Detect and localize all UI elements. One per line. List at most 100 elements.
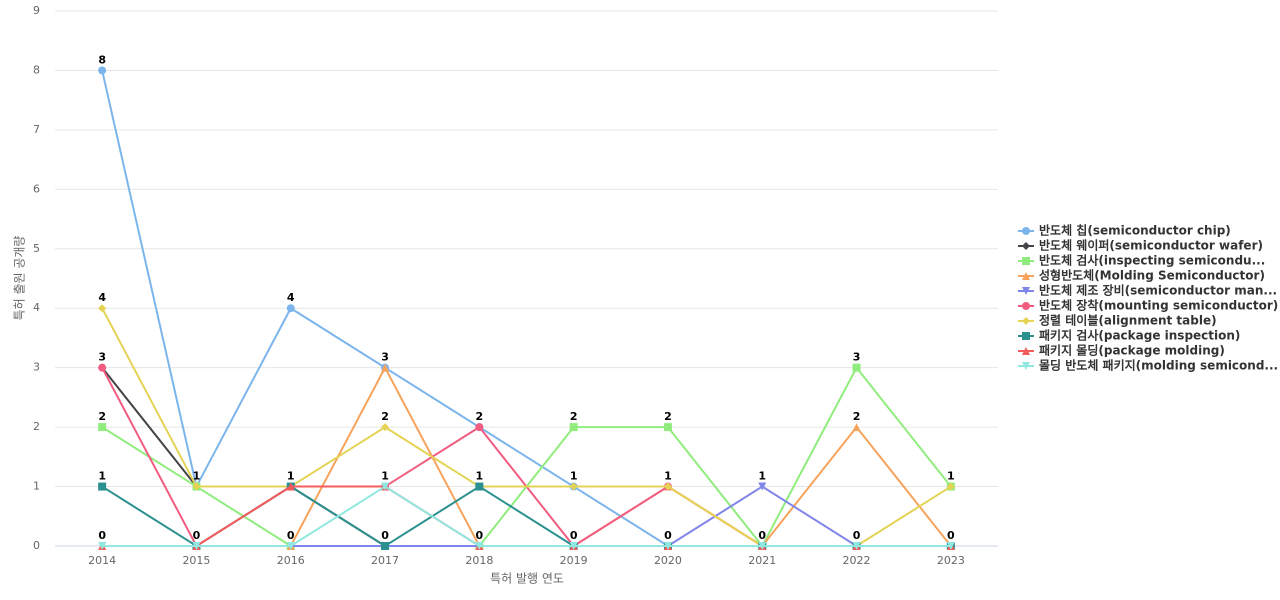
data-label: 8 bbox=[98, 53, 106, 66]
x-tick-label: 2023 bbox=[937, 554, 965, 567]
data-label: 1 bbox=[193, 470, 201, 483]
data-label: 0 bbox=[476, 529, 484, 542]
series-line bbox=[102, 485, 951, 547]
legend-item: 몰딩 반도체 패키지(molding semicond... bbox=[1018, 358, 1278, 373]
point bbox=[286, 542, 295, 550]
x-tick-label: 2016 bbox=[277, 554, 305, 567]
point bbox=[98, 423, 107, 432]
point bbox=[98, 304, 107, 313]
y-tick-label: 3 bbox=[33, 361, 40, 374]
data-label: 0 bbox=[570, 529, 578, 542]
data-label: 3 bbox=[381, 351, 389, 364]
y-tick-label: 5 bbox=[33, 242, 40, 255]
data-label: 4 bbox=[287, 291, 295, 304]
legend-label: 패키지 검사(package inspection) bbox=[1039, 328, 1240, 343]
point bbox=[569, 542, 578, 550]
legend-label: 성형반도체(Molding Semiconductor) bbox=[1039, 268, 1265, 283]
point bbox=[475, 423, 484, 432]
point bbox=[758, 542, 767, 550]
point bbox=[98, 542, 107, 550]
point bbox=[381, 363, 390, 372]
data-label: 2 bbox=[853, 410, 861, 423]
data-label: 0 bbox=[664, 529, 672, 542]
legend-label: 반도체 제조 장비(semiconductor man... bbox=[1039, 283, 1277, 298]
legend-label: 정렬 테이블(alignment table) bbox=[1039, 313, 1217, 328]
point bbox=[1022, 272, 1030, 280]
legend-label: 몰딩 반도체 패키지(molding semicond... bbox=[1039, 358, 1278, 373]
y-tick-label: 1 bbox=[33, 480, 40, 493]
data-label: 0 bbox=[193, 529, 201, 542]
data-label: 0 bbox=[947, 529, 955, 542]
y-tick-label: 4 bbox=[33, 301, 40, 314]
data-label: 0 bbox=[853, 529, 861, 542]
x-tick-label: 2020 bbox=[654, 554, 682, 567]
point bbox=[192, 482, 201, 491]
data-label: 3 bbox=[98, 351, 106, 364]
y-tick-label: 7 bbox=[33, 123, 40, 136]
data-label: 1 bbox=[287, 470, 295, 483]
point bbox=[98, 363, 107, 372]
legend-item: 반도체 검사(inspecting semicondu... bbox=[1018, 253, 1265, 268]
x-tick-label: 2015 bbox=[182, 554, 210, 567]
point bbox=[1022, 302, 1030, 310]
legend-item: 반도체 칩(semiconductor chip) bbox=[1018, 223, 1231, 238]
x-tick-label: 2021 bbox=[748, 554, 776, 567]
point bbox=[1022, 257, 1030, 265]
point bbox=[381, 482, 390, 491]
data-label: 3 bbox=[853, 351, 861, 364]
data-label: 1 bbox=[476, 470, 484, 483]
legend-item: 패키지 몰딩(package molding) bbox=[1018, 343, 1225, 358]
point bbox=[98, 482, 107, 491]
point bbox=[569, 423, 578, 432]
point bbox=[852, 363, 861, 372]
point bbox=[475, 542, 484, 550]
data-label: 1 bbox=[570, 470, 578, 483]
data-label: 2 bbox=[570, 410, 578, 423]
y-axis-title: 특허 출원 공개량 bbox=[13, 236, 27, 321]
point bbox=[1022, 317, 1030, 325]
legend-item: 성형반도체(Molding Semiconductor) bbox=[1018, 268, 1265, 283]
legend-label: 반도체 장착(mounting semiconductor) bbox=[1039, 298, 1278, 313]
point bbox=[852, 423, 861, 432]
point bbox=[1022, 347, 1030, 355]
point bbox=[475, 482, 484, 491]
data-label: 2 bbox=[664, 410, 672, 423]
point bbox=[758, 482, 767, 491]
y-tick-label: 0 bbox=[33, 539, 40, 552]
data-label: 1 bbox=[758, 470, 766, 483]
data-label: 1 bbox=[98, 470, 106, 483]
legend-label: 반도체 검사(inspecting semicondu... bbox=[1039, 253, 1265, 268]
point bbox=[663, 482, 672, 491]
data-label: 0 bbox=[381, 529, 389, 542]
point bbox=[946, 482, 955, 491]
legend-label: 반도체 웨이퍼(semiconductor wafer) bbox=[1039, 238, 1263, 253]
x-tick-label: 2018 bbox=[465, 554, 493, 567]
y-tick-label: 8 bbox=[33, 63, 40, 76]
legend-item: 패키지 검사(package inspection) bbox=[1018, 328, 1240, 343]
data-label: 2 bbox=[98, 410, 106, 423]
point bbox=[381, 542, 390, 550]
point bbox=[286, 304, 295, 313]
point bbox=[98, 66, 107, 75]
legend-item: 정렬 테이블(alignment table) bbox=[1018, 313, 1217, 328]
point bbox=[569, 482, 578, 491]
y-tick-label: 6 bbox=[33, 182, 40, 195]
legend-label: 반도체 칩(semiconductor chip) bbox=[1039, 223, 1231, 238]
point bbox=[1022, 242, 1030, 250]
x-axis-title: 특허 발행 연도 bbox=[490, 571, 564, 586]
data-label: 1 bbox=[947, 470, 955, 483]
x-tick-label: 2019 bbox=[560, 554, 588, 567]
x-tick-label: 2017 bbox=[371, 554, 399, 567]
legend-item: 반도체 웨이퍼(semiconductor wafer) bbox=[1018, 238, 1263, 253]
legend-label: 패키지 몰딩(package molding) bbox=[1039, 343, 1225, 358]
data-label: 4 bbox=[98, 291, 106, 304]
point bbox=[1022, 287, 1030, 295]
data-label: 1 bbox=[381, 470, 389, 483]
y-tick-label: 2 bbox=[33, 420, 40, 433]
legend-item: 반도체 제조 장비(semiconductor man... bbox=[1018, 283, 1277, 298]
point bbox=[946, 542, 955, 550]
x-tick-label: 2014 bbox=[88, 554, 116, 567]
point bbox=[1022, 227, 1030, 235]
series-line bbox=[101, 485, 951, 548]
